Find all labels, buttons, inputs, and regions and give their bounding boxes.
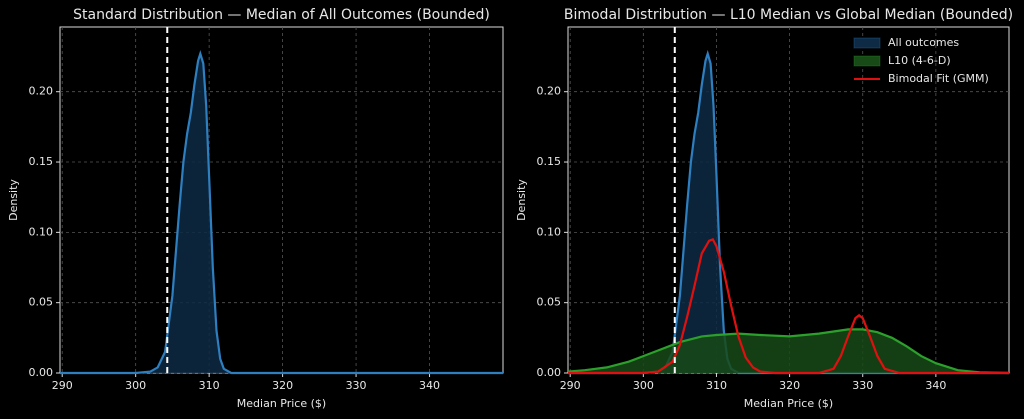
x-tick-label: 300 — [633, 379, 654, 392]
legend-label: All outcomes — [888, 36, 959, 49]
y-axis-label: Density — [515, 179, 528, 221]
line — [568, 238, 1009, 375]
area — [568, 329, 1009, 373]
y-tick-label: 0.15 — [537, 155, 562, 168]
y-tick-label: 0.00 — [29, 366, 54, 379]
legend-swatch — [853, 55, 881, 67]
y-tick-label: 0.05 — [537, 296, 562, 309]
y-tick-label: 0.10 — [537, 225, 562, 238]
plot-area — [59, 26, 504, 374]
x-tick-label: 320 — [272, 379, 293, 392]
chart-title: Standard Distribution — Median of All Ou… — [73, 7, 490, 23]
y-tick-label: 0.10 — [29, 225, 54, 238]
x-tick-label: 310 — [706, 379, 727, 392]
legend-label: Bimodal Fit (GMM) — [888, 72, 989, 85]
legend-swatch — [853, 37, 881, 49]
x-tick-label: 290 — [52, 379, 73, 392]
y-tick-label: 0.15 — [29, 155, 54, 168]
x-axis-label: Median Price ($) — [237, 397, 326, 410]
x-tick-label: 290 — [560, 379, 581, 392]
y-tick-label: 0.00 — [537, 366, 562, 379]
x-tick-label: 330 — [346, 379, 367, 392]
x-tick-label: 340 — [925, 379, 946, 392]
y-tick-label: 0.20 — [29, 85, 54, 98]
x-tick-label: 340 — [419, 379, 440, 392]
line — [567, 328, 1010, 375]
chart-title: Bimodal Distribution — L10 Median vs Glo… — [564, 7, 1013, 23]
legend-label: L10 (4-6-D) — [888, 54, 951, 67]
x-tick-label: 300 — [125, 379, 146, 392]
line — [60, 49, 503, 375]
x-axis-label: Median Price ($) — [744, 397, 833, 410]
y-tick-label: 0.05 — [29, 296, 54, 309]
y-tick-label: 0.20 — [537, 85, 562, 98]
x-tick-label: 310 — [199, 379, 220, 392]
y-axis-label: Density — [7, 179, 20, 221]
x-tick-label: 320 — [779, 379, 800, 392]
x-tick-label: 330 — [852, 379, 873, 392]
